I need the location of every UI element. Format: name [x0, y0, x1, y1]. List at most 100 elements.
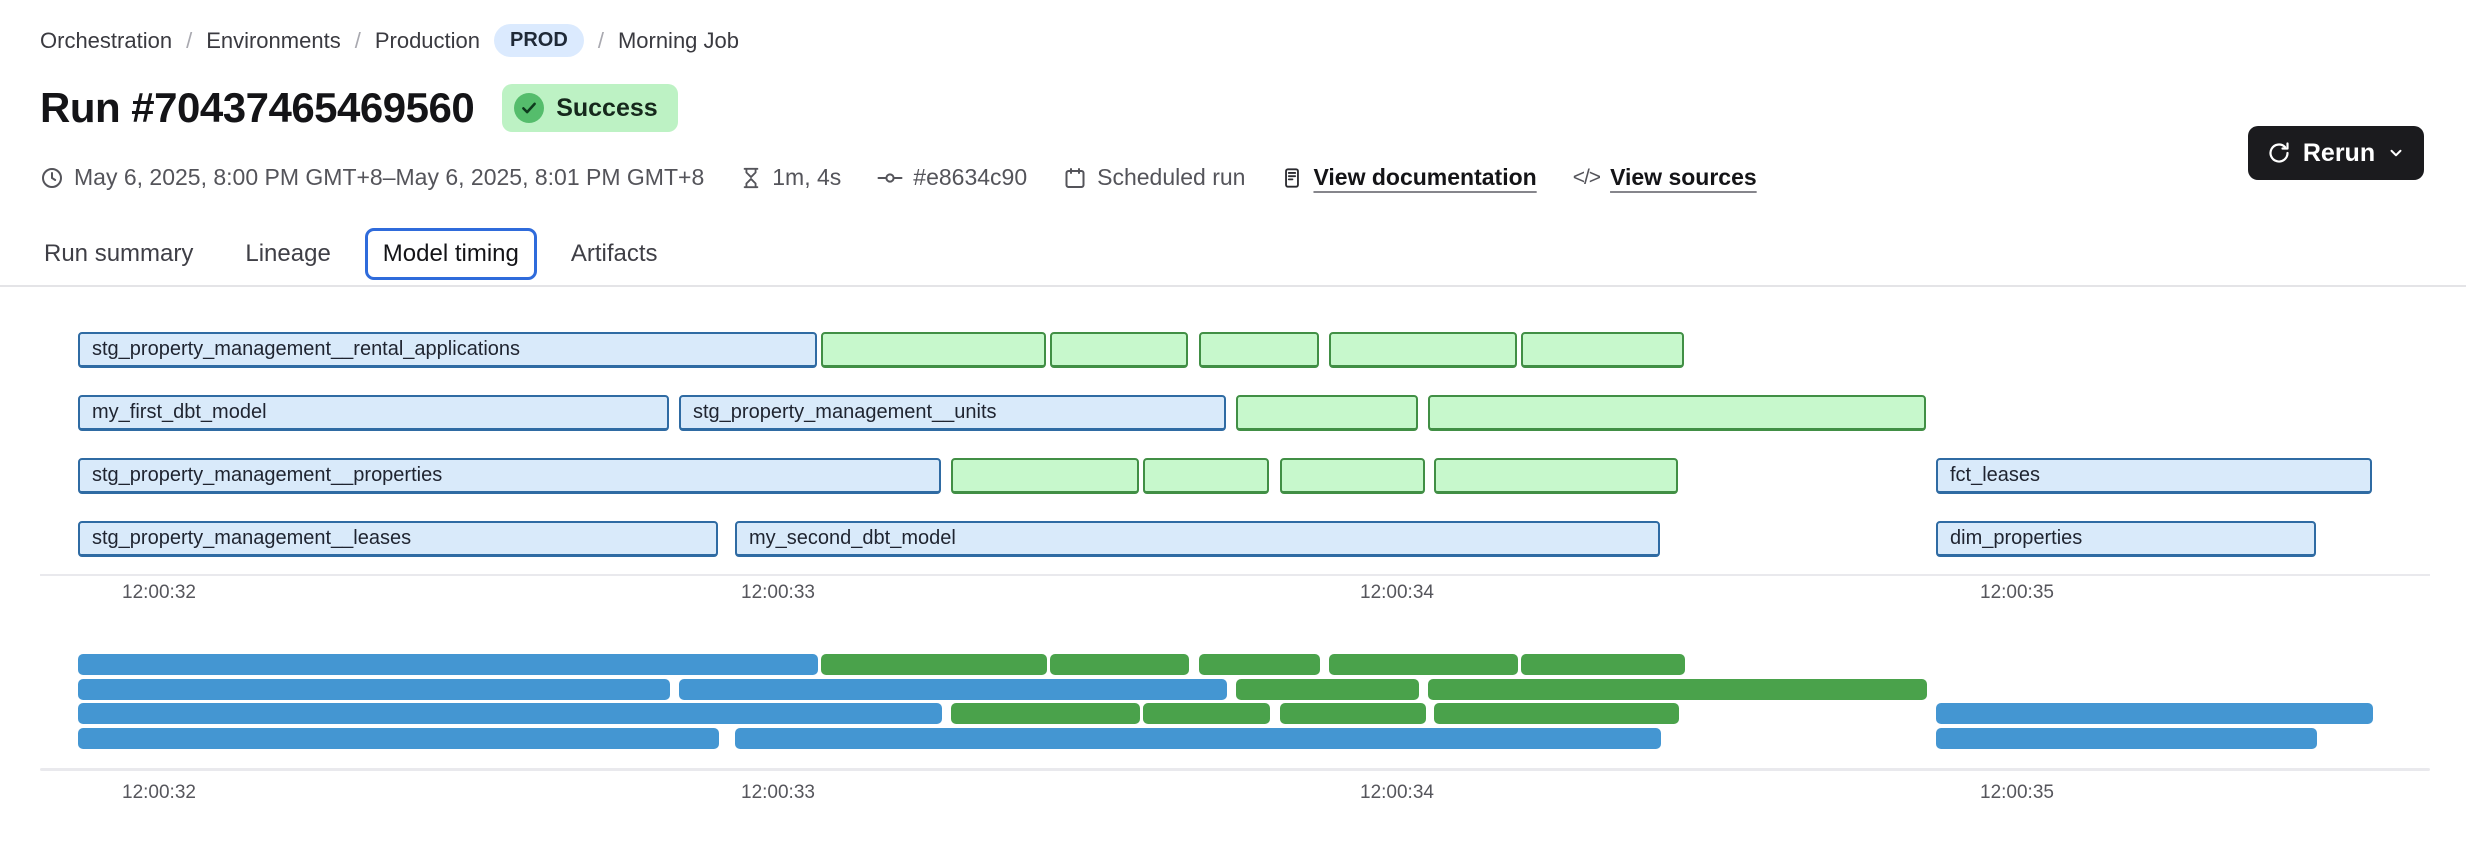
page-title: Run #70437465469560	[40, 84, 475, 131]
x-axis-tick-label: 12:00:35	[1980, 582, 2054, 603]
gantt-bar[interactable]: stg_property_management__leases	[78, 521, 718, 557]
view-documentation-link[interactable]: View documentation	[1313, 164, 1537, 190]
breadcrumb-item-production[interactable]: Production	[374, 27, 481, 53]
minimap-bar	[78, 679, 670, 700]
rerun-label: Rerun	[2302, 138, 2376, 167]
journal-icon	[1281, 166, 1303, 190]
gantt-bar[interactable]: my_second_dbt_model	[735, 521, 1660, 557]
breadcrumb-separator: /	[186, 27, 193, 53]
rerun-button[interactable]: Rerun	[2248, 126, 2424, 180]
gantt-bar[interactable]	[951, 458, 1139, 494]
status-label: Success	[556, 93, 658, 122]
minimap-bar	[1329, 654, 1518, 675]
view-documentation[interactable]: View documentation	[1281, 164, 1537, 191]
minimap-bar	[1936, 728, 2317, 749]
tab-bar: Run summary Lineage Model timing Artifac…	[44, 228, 658, 280]
minimap-bar	[1143, 703, 1270, 724]
gantt-bar[interactable]: stg_property_management__properties	[78, 458, 941, 494]
date-range: May 6, 2025, 8:00 PM GMT+8–May 6, 2025, …	[40, 164, 704, 191]
gantt-bar-label: dim_properties	[1950, 527, 2083, 549]
gantt-bar[interactable]: stg_property_management__units	[679, 395, 1226, 431]
minimap-bottom-divider	[40, 768, 2430, 771]
gantt-bar[interactable]	[1050, 332, 1188, 368]
minimap-bar	[1199, 654, 1320, 675]
tab-run-summary[interactable]: Run summary	[44, 240, 194, 267]
gantt-bar[interactable]	[1280, 458, 1425, 494]
tab-artifacts[interactable]: Artifacts	[570, 240, 658, 267]
x-axis-tick-label: 12:00:32	[122, 782, 196, 803]
environment-badge: PROD	[494, 24, 584, 57]
gantt-bar[interactable]: fct_leases	[1936, 458, 2372, 494]
clock-icon	[40, 166, 64, 190]
gantt-bar[interactable]	[821, 332, 1046, 368]
gantt-bar-label: fct_leases	[1950, 464, 2041, 486]
minimap-bar	[951, 703, 1140, 724]
gantt-time-axis: 12:00:32 12:00:33 12:00:34 12:00:35	[78, 582, 2382, 608]
date-range-text: May 6, 2025, 8:00 PM GMT+8–May 6, 2025, …	[74, 164, 705, 190]
gantt-bar-label: my_second_dbt_model	[749, 527, 956, 549]
breadcrumb-separator: /	[597, 27, 604, 53]
minimap-bar	[1521, 654, 1685, 675]
timeline-minimap[interactable]	[78, 654, 2382, 752]
minimap-bar	[1936, 703, 2373, 724]
minimap-bar	[735, 728, 1661, 749]
breadcrumb-item-environments[interactable]: Environments	[206, 27, 341, 53]
gantt-bar-label: stg_property_management__units	[693, 401, 997, 423]
model-timing-gantt: stg_property_management__rental_applicat…	[78, 332, 2382, 558]
minimap-bar	[821, 654, 1047, 675]
status-badge: Success	[502, 84, 678, 132]
minimap-bar	[1280, 703, 1426, 724]
check-icon	[514, 93, 545, 123]
minimap-time-axis: 12:00:32 12:00:33 12:00:34 12:00:35	[78, 782, 2382, 808]
trigger: Scheduled run	[1063, 164, 1245, 191]
duration: 1m, 4s	[740, 164, 841, 191]
x-axis-tick-label: 12:00:33	[741, 782, 815, 803]
gantt-bar[interactable]: my_first_dbt_model	[78, 395, 669, 431]
breadcrumb: Orchestration / Environments / Productio…	[40, 24, 739, 57]
x-axis-tick-label: 12:00:33	[741, 582, 815, 603]
commit-icon	[877, 166, 903, 190]
gantt-bar[interactable]	[1236, 395, 1418, 431]
gantt-bar[interactable]	[1521, 332, 1684, 368]
minimap-bar	[78, 654, 818, 675]
tab-strip-divider	[0, 285, 2466, 287]
gantt-bar[interactable]	[1329, 332, 1517, 368]
tab-model-timing[interactable]: Model timing	[364, 228, 537, 280]
code-icon: </>	[1572, 165, 1601, 189]
commit-text[interactable]: #e8634c90	[913, 164, 1028, 190]
x-axis-tick-label: 12:00:34	[1360, 782, 1434, 803]
x-axis-tick-label: 12:00:35	[1980, 782, 2054, 803]
trigger-text: Scheduled run	[1097, 164, 1246, 190]
gantt-bar[interactable]: dim_properties	[1936, 521, 2316, 557]
hourglass-icon	[740, 166, 762, 190]
gantt-bar[interactable]	[1434, 458, 1678, 494]
duration-text: 1m, 4s	[772, 164, 842, 190]
run-meta-row: May 6, 2025, 8:00 PM GMT+8–May 6, 2025, …	[40, 164, 1757, 191]
commit: #e8634c90	[877, 164, 1027, 191]
minimap-bar	[679, 679, 1227, 700]
breadcrumb-item-morning-job[interactable]: Morning Job	[617, 27, 740, 53]
gantt-bar[interactable]	[1143, 458, 1269, 494]
calendar-icon	[1063, 166, 1087, 190]
breadcrumb-item-orchestration[interactable]: Orchestration	[40, 27, 173, 53]
view-sources-link[interactable]: View sources	[1610, 164, 1757, 190]
refresh-icon	[2267, 141, 2291, 165]
x-axis-tick-label: 12:00:34	[1360, 582, 1434, 603]
tab-lineage[interactable]: Lineage	[245, 240, 331, 267]
gantt-bar-label: stg_property_management__rental_applicat…	[92, 338, 521, 360]
gantt-bar-label: my_first_dbt_model	[92, 401, 267, 423]
gantt-bar[interactable]	[1199, 332, 1319, 368]
gantt-bar[interactable]	[1428, 395, 1926, 431]
gantt-bar-label: stg_property_management__leases	[92, 527, 412, 549]
breadcrumb-separator: /	[354, 27, 361, 53]
view-sources[interactable]: </> View sources	[1573, 164, 1757, 191]
chevron-down-icon	[2387, 144, 2405, 162]
minimap-bar	[78, 703, 942, 724]
minimap-bar	[1236, 679, 1419, 700]
x-axis-tick-label: 12:00:32	[122, 582, 196, 603]
minimap-bar	[1428, 679, 1927, 700]
minimap-bar	[1050, 654, 1189, 675]
gantt-bar[interactable]: stg_property_management__rental_applicat…	[78, 332, 817, 368]
minimap-bar	[78, 728, 719, 749]
minimap-bar	[1434, 703, 1679, 724]
